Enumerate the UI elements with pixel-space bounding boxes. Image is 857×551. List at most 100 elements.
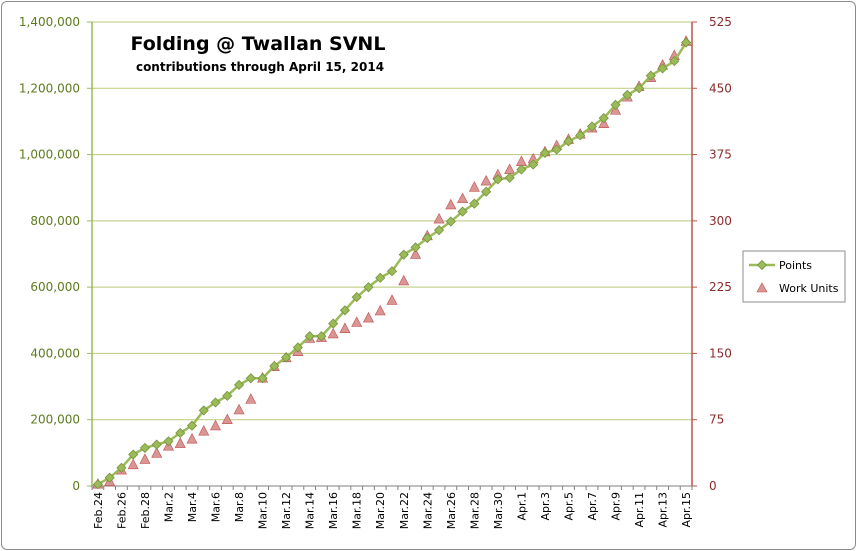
legend-marker-work-units (756, 282, 768, 293)
points-point (492, 174, 503, 185)
work-units-point (433, 212, 445, 224)
points-point (422, 233, 433, 244)
points-point (245, 373, 256, 384)
x-tick-label: Mar.14 (304, 492, 317, 529)
points-point (92, 479, 103, 490)
y-right-tick-label: 0 (709, 479, 717, 493)
x-tick-label: Apr.9 (610, 492, 623, 521)
work-units-point (151, 447, 163, 458)
x-tick-label: Mar.22 (398, 492, 411, 529)
work-units-point (186, 433, 198, 444)
points-point (433, 225, 445, 236)
work-units-point (445, 198, 457, 210)
work-units-point (351, 316, 363, 327)
x-tick-label: Mar.30 (492, 492, 505, 529)
points-point (586, 121, 598, 132)
points-point (151, 439, 162, 450)
work-units-point (245, 393, 257, 404)
points-point (139, 442, 151, 453)
points-point (163, 436, 174, 447)
points-point (575, 130, 586, 141)
points-point (210, 397, 221, 408)
points-point (328, 318, 339, 329)
points-point (504, 172, 515, 183)
work-units-point (468, 181, 480, 192)
points-point (175, 427, 186, 439)
y-left-tick-label: 1,000,000 (19, 148, 80, 162)
points-point (598, 113, 609, 124)
points-point (304, 331, 315, 342)
points-point (563, 136, 574, 147)
x-tick-label: Mar.26 (445, 492, 458, 529)
points-point (186, 420, 198, 431)
work-units-point (174, 437, 186, 448)
points-point (375, 272, 386, 283)
x-tick-label: Mar.18 (351, 492, 364, 529)
work-units-point (480, 174, 492, 186)
x-tick-label: Mar.24 (421, 492, 434, 529)
points-point (281, 352, 292, 363)
work-units-point (339, 322, 351, 333)
points-point (633, 83, 645, 94)
x-tick-label: Apr.13 (657, 492, 670, 528)
work-units-point (139, 453, 151, 464)
points-point (257, 373, 268, 384)
y-right-tick-label: 75 (709, 413, 724, 427)
x-tick-label: Mar.4 (186, 492, 199, 522)
x-tick-label: Mar.10 (257, 492, 270, 529)
y-left-tick-label: 0 (72, 479, 80, 493)
points-point (481, 186, 492, 197)
x-tick-label: Feb.26 (115, 492, 128, 529)
y-left-tick-label: 1,400,000 (19, 15, 80, 29)
points-point (128, 449, 139, 460)
points-point (116, 462, 127, 473)
legend-box (742, 250, 846, 303)
y-left-tick-label: 1,200,000 (19, 81, 80, 95)
y-right-tick-label: 525 (709, 15, 732, 29)
y-right-tick-label: 450 (709, 81, 732, 95)
points-point (669, 56, 680, 67)
y-right-tick-label: 375 (709, 148, 732, 162)
x-tick-label: Apr.11 (633, 492, 646, 528)
series (92, 35, 692, 490)
y-right-tick-label: 300 (709, 214, 732, 228)
legend-marker-points (756, 259, 768, 271)
chart-title: Folding @ Twallan SVNL (131, 33, 386, 55)
work-units-point (515, 155, 527, 166)
legend: Points Work Units (742, 250, 846, 303)
points-point (469, 198, 480, 209)
work-units-point (221, 413, 233, 425)
x-tick-label: Mar.28 (468, 492, 481, 529)
y-right-tick-label: 225 (709, 280, 732, 294)
y-left-tick-label: 800,000 (30, 214, 80, 228)
y-left-tick-label: 200,000 (30, 413, 80, 427)
points-point (528, 159, 539, 170)
gridlines (92, 21, 692, 421)
x-tick-label: Mar.20 (374, 492, 387, 529)
points-point (292, 342, 303, 353)
work-units-point (362, 311, 374, 323)
x-tick-label: Apr.15 (680, 492, 693, 528)
work-units-point (210, 419, 222, 431)
points-point (657, 63, 668, 74)
points-point (445, 216, 456, 227)
points-point (198, 405, 209, 416)
x-tick-label: Mar.16 (327, 492, 340, 529)
x-tick-label: Mar.2 (162, 492, 175, 522)
points-point (222, 390, 233, 401)
points-point (351, 292, 362, 303)
x-tick-label: Feb.24 (92, 492, 105, 529)
points-point (610, 99, 621, 110)
points-point (516, 164, 527, 175)
points-point (233, 379, 245, 390)
work-units-point (327, 327, 339, 339)
x-tick-label: Mar.8 (233, 492, 246, 522)
legend-label-work-units: Work Units (779, 282, 839, 295)
chart-subtitle: contributions through April 15, 2014 (136, 60, 384, 74)
points-point (539, 147, 551, 158)
points-point (269, 360, 280, 372)
y-right-tick-label: 150 (709, 346, 732, 360)
points-point (398, 249, 409, 260)
x-tick-label: Feb.28 (139, 492, 152, 529)
